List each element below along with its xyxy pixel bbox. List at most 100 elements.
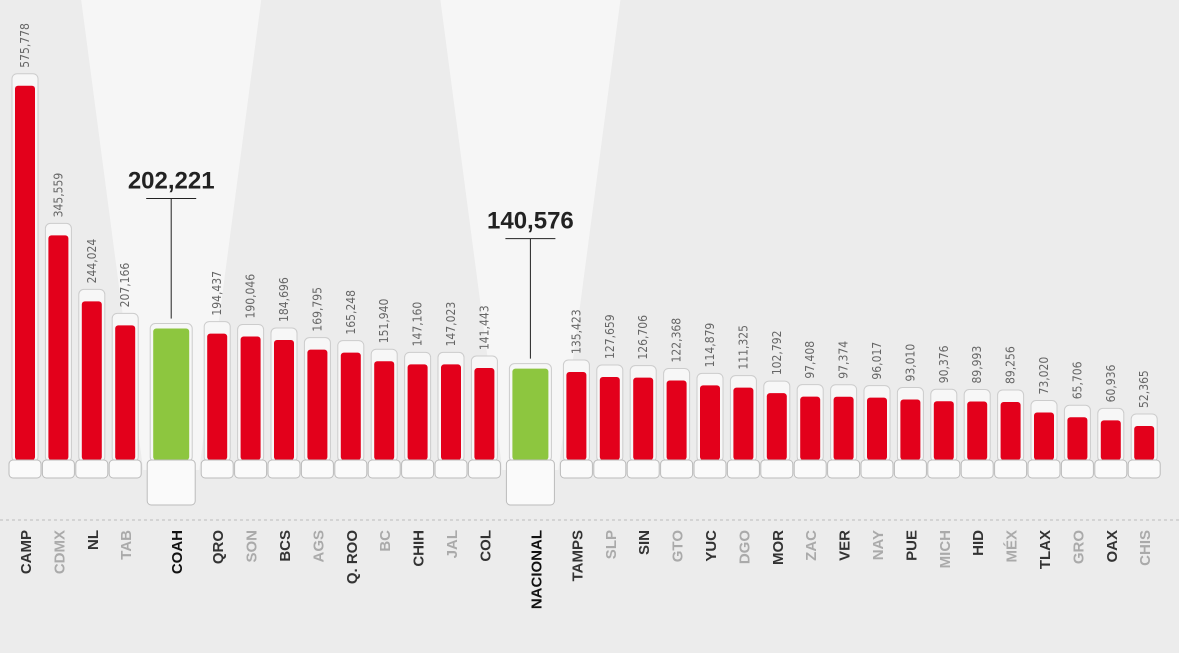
- bar: [153, 329, 189, 460]
- base: [560, 460, 592, 478]
- category-label: Q. ROO: [344, 530, 361, 585]
- value-label: 244,024: [85, 239, 99, 284]
- bar: [1067, 417, 1087, 460]
- bar: [733, 388, 753, 460]
- value-label: 73,020: [1037, 357, 1051, 395]
- base: [42, 460, 74, 478]
- category-label: PUE: [903, 530, 920, 561]
- value-label: 89,256: [1004, 346, 1018, 384]
- category-label: CHIS: [1137, 530, 1154, 566]
- category-label: BC: [377, 530, 394, 552]
- base: [201, 460, 233, 478]
- category-label: OAX: [1104, 530, 1121, 563]
- base: [147, 460, 195, 505]
- value-label: 151,940: [377, 298, 391, 343]
- value-label: 65,706: [1070, 361, 1084, 399]
- base: [402, 460, 434, 478]
- bar: [1134, 426, 1154, 460]
- category-label: SLP: [603, 530, 620, 559]
- category-label: CAMP: [18, 530, 35, 574]
- value-label: 202,221: [128, 168, 215, 195]
- base: [9, 460, 41, 478]
- base: [109, 460, 141, 478]
- base: [1028, 460, 1060, 478]
- value-label: 575,778: [18, 23, 32, 68]
- value-label: 90,376: [937, 345, 951, 383]
- bar: [115, 325, 135, 460]
- bar: [307, 350, 327, 460]
- bar: [241, 336, 261, 460]
- bar: [408, 364, 428, 460]
- base: [1128, 460, 1160, 478]
- category-label: VER: [837, 530, 854, 561]
- bar: [767, 393, 787, 460]
- bar: [1034, 413, 1054, 460]
- base: [995, 460, 1027, 478]
- base: [235, 460, 267, 478]
- bar: [48, 235, 68, 460]
- value-label: 126,706: [636, 315, 650, 360]
- category-label: GTO: [670, 530, 687, 563]
- category-label: CHIH: [411, 530, 428, 567]
- base: [794, 460, 826, 478]
- value-label: 147,160: [411, 302, 425, 347]
- bar: [15, 86, 35, 460]
- base: [1061, 460, 1093, 478]
- category-label: MÉX: [1004, 530, 1021, 563]
- category-label: NAY: [870, 530, 887, 560]
- bar: [474, 368, 494, 460]
- category-label: TAMPS: [569, 530, 586, 581]
- category-label: COL: [477, 530, 494, 562]
- category-label: SON: [244, 530, 261, 563]
- base: [828, 460, 860, 478]
- value-label: 111,325: [736, 325, 750, 370]
- value-label: 135,423: [569, 309, 583, 354]
- bar: [600, 377, 620, 460]
- value-label: 140,576: [487, 208, 574, 235]
- base: [627, 460, 659, 478]
- base: [268, 460, 300, 478]
- base: [594, 460, 626, 478]
- bar: [867, 398, 887, 460]
- category-label: NACIONAL: [528, 530, 545, 609]
- category-label: QRO: [210, 530, 227, 565]
- bar: [934, 401, 954, 460]
- base: [894, 460, 926, 478]
- value-label: 169,795: [310, 287, 324, 332]
- value-label: 127,659: [603, 314, 617, 359]
- value-label: 93,010: [903, 344, 917, 382]
- bar: [834, 397, 854, 460]
- base: [1095, 460, 1127, 478]
- category-label: BCS: [277, 530, 294, 562]
- bar: [82, 301, 102, 460]
- value-label: 207,166: [118, 263, 132, 308]
- value-label: 60,936: [1104, 364, 1118, 402]
- base: [368, 460, 400, 478]
- value-label: 102,792: [770, 331, 784, 376]
- value-label: 147,023: [444, 302, 458, 347]
- base: [961, 460, 993, 478]
- category-label: MICH: [937, 530, 954, 568]
- base: [506, 460, 554, 505]
- bar: [633, 378, 653, 460]
- bar: [1101, 420, 1121, 460]
- base: [468, 460, 500, 478]
- base: [435, 460, 467, 478]
- base: [928, 460, 960, 478]
- bar: [900, 400, 920, 460]
- value-label: 194,437: [210, 271, 224, 316]
- value-label: 184,696: [277, 277, 291, 322]
- value-label: 114,879: [703, 323, 717, 368]
- base: [661, 460, 693, 478]
- category-label: HID: [970, 530, 987, 556]
- chart: 575,778CAMP345,559CDMX244,024NL207,166TA…: [0, 0, 1179, 653]
- base: [727, 460, 759, 478]
- category-label: MOR: [770, 530, 787, 565]
- bar: [274, 340, 294, 460]
- value-label: 97,374: [837, 341, 851, 379]
- value-label: 165,248: [344, 290, 358, 335]
- base: [76, 460, 108, 478]
- base: [861, 460, 893, 478]
- base: [301, 460, 333, 478]
- category-label: TAB: [118, 530, 135, 560]
